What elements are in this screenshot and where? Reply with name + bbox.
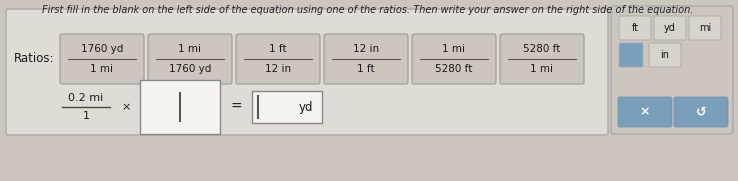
Text: 1 mi: 1 mi <box>443 44 466 54</box>
FancyBboxPatch shape <box>619 43 643 67</box>
Text: 0.2 mi: 0.2 mi <box>69 93 103 103</box>
FancyBboxPatch shape <box>412 34 496 84</box>
Text: yd: yd <box>299 100 313 113</box>
FancyBboxPatch shape <box>619 16 651 40</box>
Text: ×: × <box>640 106 650 119</box>
Text: 5280 ft: 5280 ft <box>435 64 472 74</box>
FancyBboxPatch shape <box>611 6 733 134</box>
FancyBboxPatch shape <box>654 16 686 40</box>
Text: =: = <box>230 100 242 114</box>
Text: 1760 yd: 1760 yd <box>81 44 123 54</box>
Text: Ratios:: Ratios: <box>14 52 55 66</box>
Text: 12 in: 12 in <box>265 64 291 74</box>
FancyBboxPatch shape <box>60 34 144 84</box>
Text: ft: ft <box>632 23 638 33</box>
FancyBboxPatch shape <box>140 80 220 134</box>
Text: ×: × <box>121 102 131 112</box>
FancyBboxPatch shape <box>500 34 584 84</box>
Text: mi: mi <box>699 23 711 33</box>
Text: 1 ft: 1 ft <box>269 44 287 54</box>
Text: 1760 yd: 1760 yd <box>169 64 211 74</box>
FancyBboxPatch shape <box>618 97 672 127</box>
FancyBboxPatch shape <box>252 91 322 123</box>
Text: 12 in: 12 in <box>353 44 379 54</box>
Text: 1: 1 <box>83 111 89 121</box>
Text: ↺: ↺ <box>696 106 706 119</box>
FancyBboxPatch shape <box>6 9 608 135</box>
FancyBboxPatch shape <box>324 34 408 84</box>
Text: 1 mi: 1 mi <box>531 64 554 74</box>
Text: First fill in the blank on the left side of the equation using one of the ratios: First fill in the blank on the left side… <box>42 5 694 15</box>
Text: in: in <box>661 50 669 60</box>
Text: 5280 ft: 5280 ft <box>523 44 561 54</box>
FancyBboxPatch shape <box>689 16 721 40</box>
Text: 1 mi: 1 mi <box>179 44 201 54</box>
FancyBboxPatch shape <box>236 34 320 84</box>
Text: 1 mi: 1 mi <box>91 64 114 74</box>
FancyBboxPatch shape <box>674 97 728 127</box>
Text: yd: yd <box>664 23 676 33</box>
Text: 1 ft: 1 ft <box>357 64 375 74</box>
FancyBboxPatch shape <box>148 34 232 84</box>
FancyBboxPatch shape <box>649 43 681 67</box>
